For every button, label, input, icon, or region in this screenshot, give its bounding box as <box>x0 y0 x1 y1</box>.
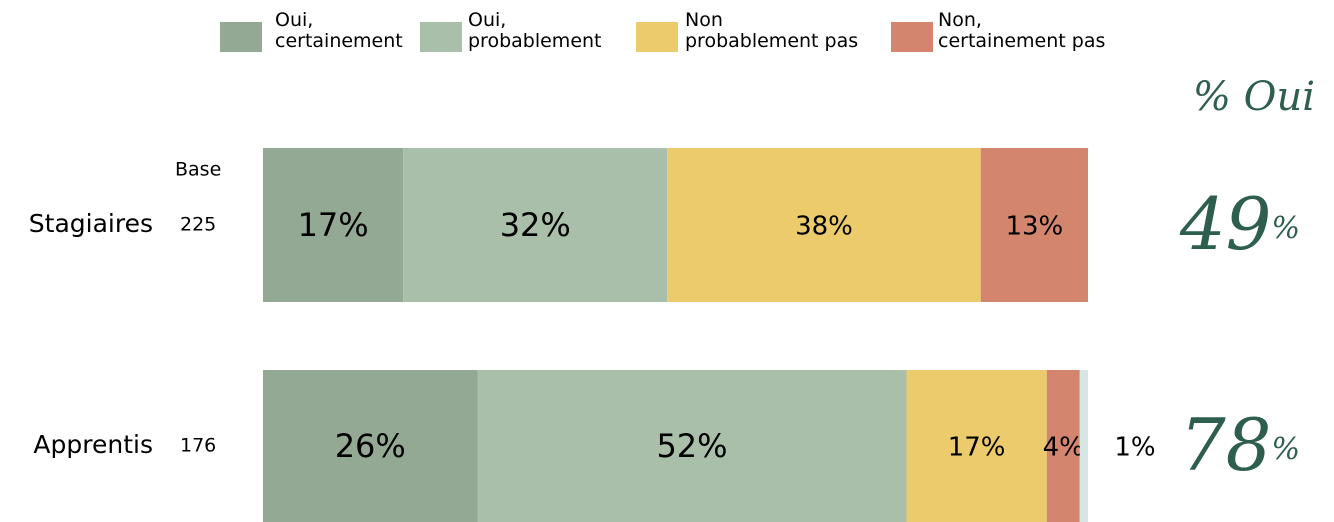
value-label: 17% <box>948 433 1006 463</box>
legend-label: Non, certainement pas <box>938 9 1106 52</box>
value-label: 4% <box>1043 433 1084 463</box>
legend-swatch <box>220 22 262 52</box>
base-label: Base <box>175 159 221 181</box>
bar-segment <box>906 370 1047 522</box>
bar-segment <box>403 148 668 302</box>
value-label: 26% <box>335 427 406 465</box>
total-value: 78 <box>1180 403 1272 487</box>
base-value: 225 <box>180 214 216 236</box>
total-unit: % <box>1271 211 1300 246</box>
value-label: 17% <box>298 206 369 244</box>
value-label: 13% <box>1005 212 1063 242</box>
bar-segment <box>263 148 404 302</box>
value-label: 38% <box>795 212 853 242</box>
bar-segment <box>980 148 1088 302</box>
legend-swatch <box>636 22 678 52</box>
category-label: Apprentis <box>33 430 153 459</box>
legend-swatch <box>891 22 933 52</box>
bar-segment <box>1046 370 1080 522</box>
legend-swatch <box>420 22 462 52</box>
value-label: 52% <box>656 427 727 465</box>
legend-label: Oui, probablement <box>468 9 602 52</box>
bar-segment <box>263 370 478 522</box>
total-unit: % <box>1271 432 1300 467</box>
total-value: 49 <box>1179 182 1272 266</box>
totals-title: % Oui <box>1193 74 1315 120</box>
bar-segment <box>667 148 981 302</box>
bar-segment <box>1079 370 1088 522</box>
bar-segment <box>477 370 907 522</box>
legend-label: Oui, certainement <box>275 9 403 52</box>
legend-label: Non probablement pas <box>685 9 859 52</box>
base-value: 176 <box>180 435 216 457</box>
category-label: Stagiaires <box>29 209 153 238</box>
total-label: 78% <box>1180 403 1300 487</box>
value-label: 32% <box>500 206 571 244</box>
value-label: 1% <box>1114 433 1155 463</box>
total-label: 49% <box>1179 182 1300 266</box>
